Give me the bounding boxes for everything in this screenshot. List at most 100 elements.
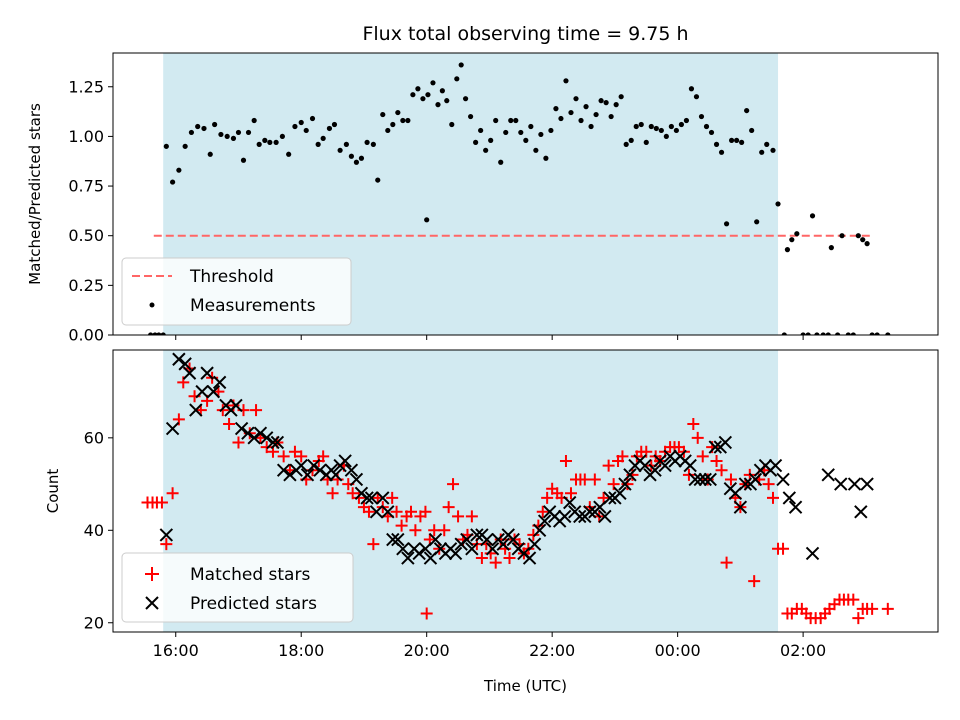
- measurement-point-130: [814, 332, 820, 335]
- bottom-legend-box: [121, 552, 354, 623]
- predicted-star-point-31: [338, 454, 352, 468]
- predicted-star-point-13: [234, 421, 249, 436]
- matched-legend-swatch: [145, 567, 159, 581]
- measurement-point-9: [195, 123, 201, 130]
- y-tick-label: 0.00: [68, 326, 104, 345]
- matched-star-point-97: [621, 478, 634, 491]
- measurement-point-8: [188, 129, 195, 136]
- measurement-point-118: [754, 219, 760, 225]
- measurement-point-0: [148, 332, 154, 335]
- measurement-point-133: [828, 245, 834, 251]
- measurement-point-88: [603, 100, 609, 106]
- predicted-star-point-109: [738, 477, 753, 491]
- measurement-point-2: [156, 332, 162, 335]
- matched-star-point-111: [687, 417, 700, 430]
- measurement-point-55: [439, 88, 445, 94]
- measurement-point-114: [734, 137, 740, 143]
- measurements-legend-label: Measurements: [190, 296, 316, 316]
- predicted-star-point-82: [603, 491, 617, 505]
- matched-star-point-113: [696, 450, 709, 463]
- predicted-star-point-69: [537, 514, 552, 528]
- measurement-point-38: [358, 155, 365, 161]
- matched-star-point-72: [503, 552, 516, 565]
- predicted-star-point-63: [506, 532, 520, 547]
- predicted-star-point-123: [854, 505, 868, 519]
- measurement-point-94: [633, 123, 639, 130]
- matched-star-point-28: [295, 450, 308, 463]
- measurement-point-44: [390, 121, 396, 128]
- measurement-point-50: [420, 96, 426, 102]
- y-tick-label: 60: [84, 428, 104, 447]
- predicted-star-point-120: [821, 468, 835, 482]
- measurement-point-93: [628, 137, 634, 143]
- predicted-star-point-58: [480, 532, 494, 547]
- predicted-star-point-12: [229, 398, 243, 413]
- measurement-point-42: [380, 111, 386, 118]
- measurement-point-21: [262, 137, 268, 143]
- predicted-star-point-52: [448, 546, 463, 561]
- predicted-star-point-116: [776, 472, 790, 487]
- predicted-star-point-6: [195, 384, 209, 399]
- predicted-star-point-45: [412, 546, 426, 561]
- measurement-point-139: [860, 237, 866, 243]
- matched-star-point-112: [691, 431, 704, 444]
- measurement-point-135: [839, 233, 845, 239]
- measurement-point-45: [395, 109, 401, 116]
- matched-star-point-88: [578, 473, 591, 486]
- matched-star-point-93: [602, 459, 615, 472]
- measurement-point-126: [794, 231, 800, 237]
- measurement-point-96: [643, 139, 649, 145]
- measurement-point-33: [331, 121, 338, 128]
- matched-star-point-92: [597, 491, 610, 504]
- predicted-star-point-73: [558, 509, 572, 524]
- measurement-point-60: [462, 96, 469, 102]
- predicted-star-point-26: [313, 463, 327, 477]
- measurement-point-70: [513, 117, 519, 124]
- matched-star-point-61: [452, 510, 465, 523]
- measurement-point-99: [658, 127, 664, 134]
- measurement-point-19: [251, 117, 257, 124]
- predicted-star-point-48: [428, 532, 443, 547]
- predicted-star-point-84: [613, 486, 627, 501]
- threshold-legend-label: Threshold: [189, 267, 274, 287]
- matched-star-point-22: [260, 441, 273, 454]
- measurement-point-56: [444, 98, 450, 104]
- matched-star-point-20: [250, 404, 263, 417]
- matched-star-point-146: [852, 612, 865, 625]
- matched-star-point-51: [409, 524, 422, 537]
- measurement-point-127: [800, 332, 806, 335]
- measurement-point-39: [364, 139, 370, 145]
- measurement-point-35: [343, 141, 349, 147]
- matched-star-point-150: [881, 602, 894, 615]
- measurement-point-65: [488, 137, 494, 143]
- matched-star-point-47: [390, 505, 403, 518]
- predicted-star-point-117: [782, 491, 797, 505]
- predicted-star-point-8: [206, 384, 221, 399]
- bottom-axes-frame: [112, 349, 939, 633]
- measurement-point-7: [182, 143, 188, 149]
- matched-star-point-64: [465, 510, 478, 523]
- matched-star-point-56: [428, 524, 441, 537]
- predicted-star-point-16: [253, 426, 268, 440]
- predicted-star-point-9: [212, 375, 227, 390]
- measurement-point-78: [553, 106, 559, 112]
- measurement-point-101: [668, 123, 674, 130]
- matched-star-point-98: [626, 468, 639, 481]
- matched-star-point-114: [701, 473, 714, 486]
- predicted-star-point-121: [834, 477, 848, 491]
- predicted-star-point-56: [470, 528, 484, 542]
- predicted-star-point-86: [623, 468, 637, 482]
- matched-star-point-96: [616, 450, 629, 463]
- measurement-point-37: [353, 159, 360, 165]
- measurement-point-86: [593, 111, 599, 118]
- bottom-plot-marks: [141, 352, 894, 625]
- measurement-point-69: [508, 117, 514, 124]
- y-tick-label: 40: [84, 521, 104, 540]
- matched-star-point-149: [866, 602, 879, 615]
- matched-star-point-42: [367, 538, 380, 551]
- matched-star-point-17: [232, 436, 245, 449]
- predicted-star-point-43: [401, 551, 415, 565]
- measurement-point-18: [245, 129, 252, 136]
- measurement-point-64: [483, 147, 489, 153]
- predicted-star-point-1: [165, 421, 180, 436]
